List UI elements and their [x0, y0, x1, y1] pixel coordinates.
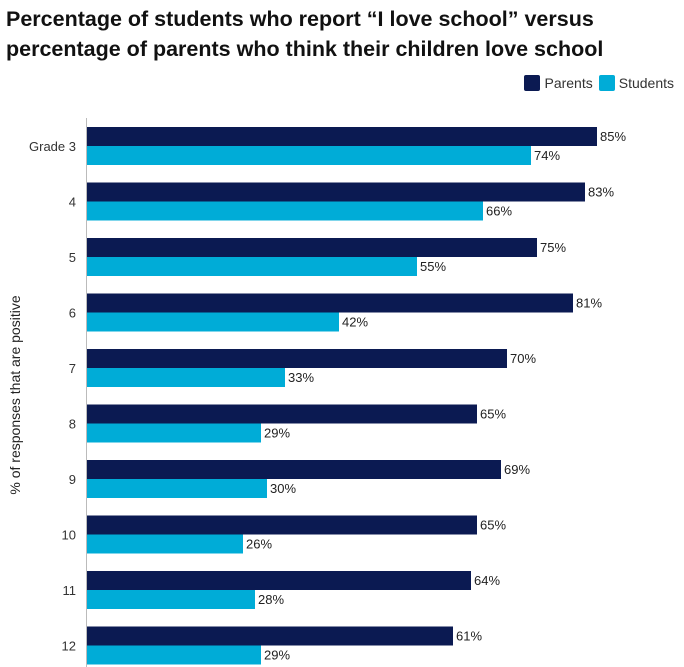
- data-label-parents: 64%: [474, 573, 500, 588]
- data-label-students: 29%: [264, 648, 290, 663]
- bar-parents[interactable]: [87, 460, 501, 479]
- bar-parents[interactable]: [87, 238, 537, 257]
- bar-students[interactable]: [87, 146, 531, 165]
- legend-item-students[interactable]: Students: [598, 75, 674, 91]
- bar-parents[interactable]: [87, 571, 471, 590]
- legend-swatch-students: [598, 75, 615, 91]
- bar-students[interactable]: [87, 590, 255, 609]
- category-label: 4: [69, 195, 76, 210]
- bar-students[interactable]: [87, 201, 483, 221]
- bar-parents[interactable]: [87, 293, 573, 313]
- bar-parents[interactable]: [87, 127, 597, 146]
- data-label-students: 28%: [258, 592, 284, 607]
- data-label-students: 74%: [534, 148, 560, 163]
- data-label-parents: 69%: [504, 462, 530, 477]
- category-label: 7: [69, 361, 76, 376]
- category-label: 12: [62, 639, 76, 654]
- legend-item-parents[interactable]: Parents: [524, 75, 593, 91]
- data-label-students: 29%: [264, 426, 290, 441]
- bar-students[interactable]: [87, 312, 339, 332]
- legend: Parents Students: [518, 75, 674, 91]
- bar-parents[interactable]: [87, 515, 477, 535]
- bar-students[interactable]: [87, 368, 285, 387]
- bar-parents[interactable]: [87, 404, 477, 424]
- data-label-parents: 70%: [510, 351, 536, 366]
- category-label: 9: [69, 472, 76, 487]
- y-axis-label: % of responses that are positive: [7, 295, 23, 494]
- bar-parents[interactable]: [87, 626, 453, 646]
- category-label: Grade 3: [29, 139, 76, 154]
- bar-parents[interactable]: [87, 182, 585, 202]
- data-label-parents: 81%: [576, 296, 602, 311]
- category-label: 11: [63, 583, 77, 598]
- data-label-parents: 75%: [540, 240, 566, 255]
- bar-students[interactable]: [87, 257, 417, 276]
- data-label-students: 42%: [342, 315, 368, 330]
- data-label-students: 33%: [288, 370, 314, 385]
- bar-students[interactable]: [87, 645, 261, 665]
- category-label: 5: [69, 250, 76, 265]
- data-label-parents: 83%: [588, 185, 614, 200]
- data-label-students: 66%: [486, 204, 512, 219]
- data-label-students: 26%: [246, 537, 272, 552]
- category-label: 6: [69, 306, 76, 321]
- legend-label-students: Students: [618, 75, 674, 91]
- data-label-parents: 65%: [480, 518, 506, 533]
- bar-students[interactable]: [87, 534, 243, 554]
- data-label-students: 55%: [420, 259, 446, 274]
- chart-title: Percentage of students who report “I lov…: [6, 7, 604, 61]
- bar-students[interactable]: [87, 423, 261, 443]
- data-label-parents: 61%: [456, 629, 482, 644]
- data-label-parents: 65%: [480, 407, 506, 422]
- data-label-students: 30%: [270, 481, 296, 496]
- bar-students[interactable]: [87, 479, 267, 498]
- legend-swatch-parents: [524, 75, 541, 91]
- category-label: 8: [69, 417, 76, 432]
- data-label-parents: 85%: [600, 129, 626, 144]
- category-label: 10: [62, 528, 76, 543]
- legend-label-parents: Parents: [544, 75, 593, 91]
- bar-parents[interactable]: [87, 349, 507, 368]
